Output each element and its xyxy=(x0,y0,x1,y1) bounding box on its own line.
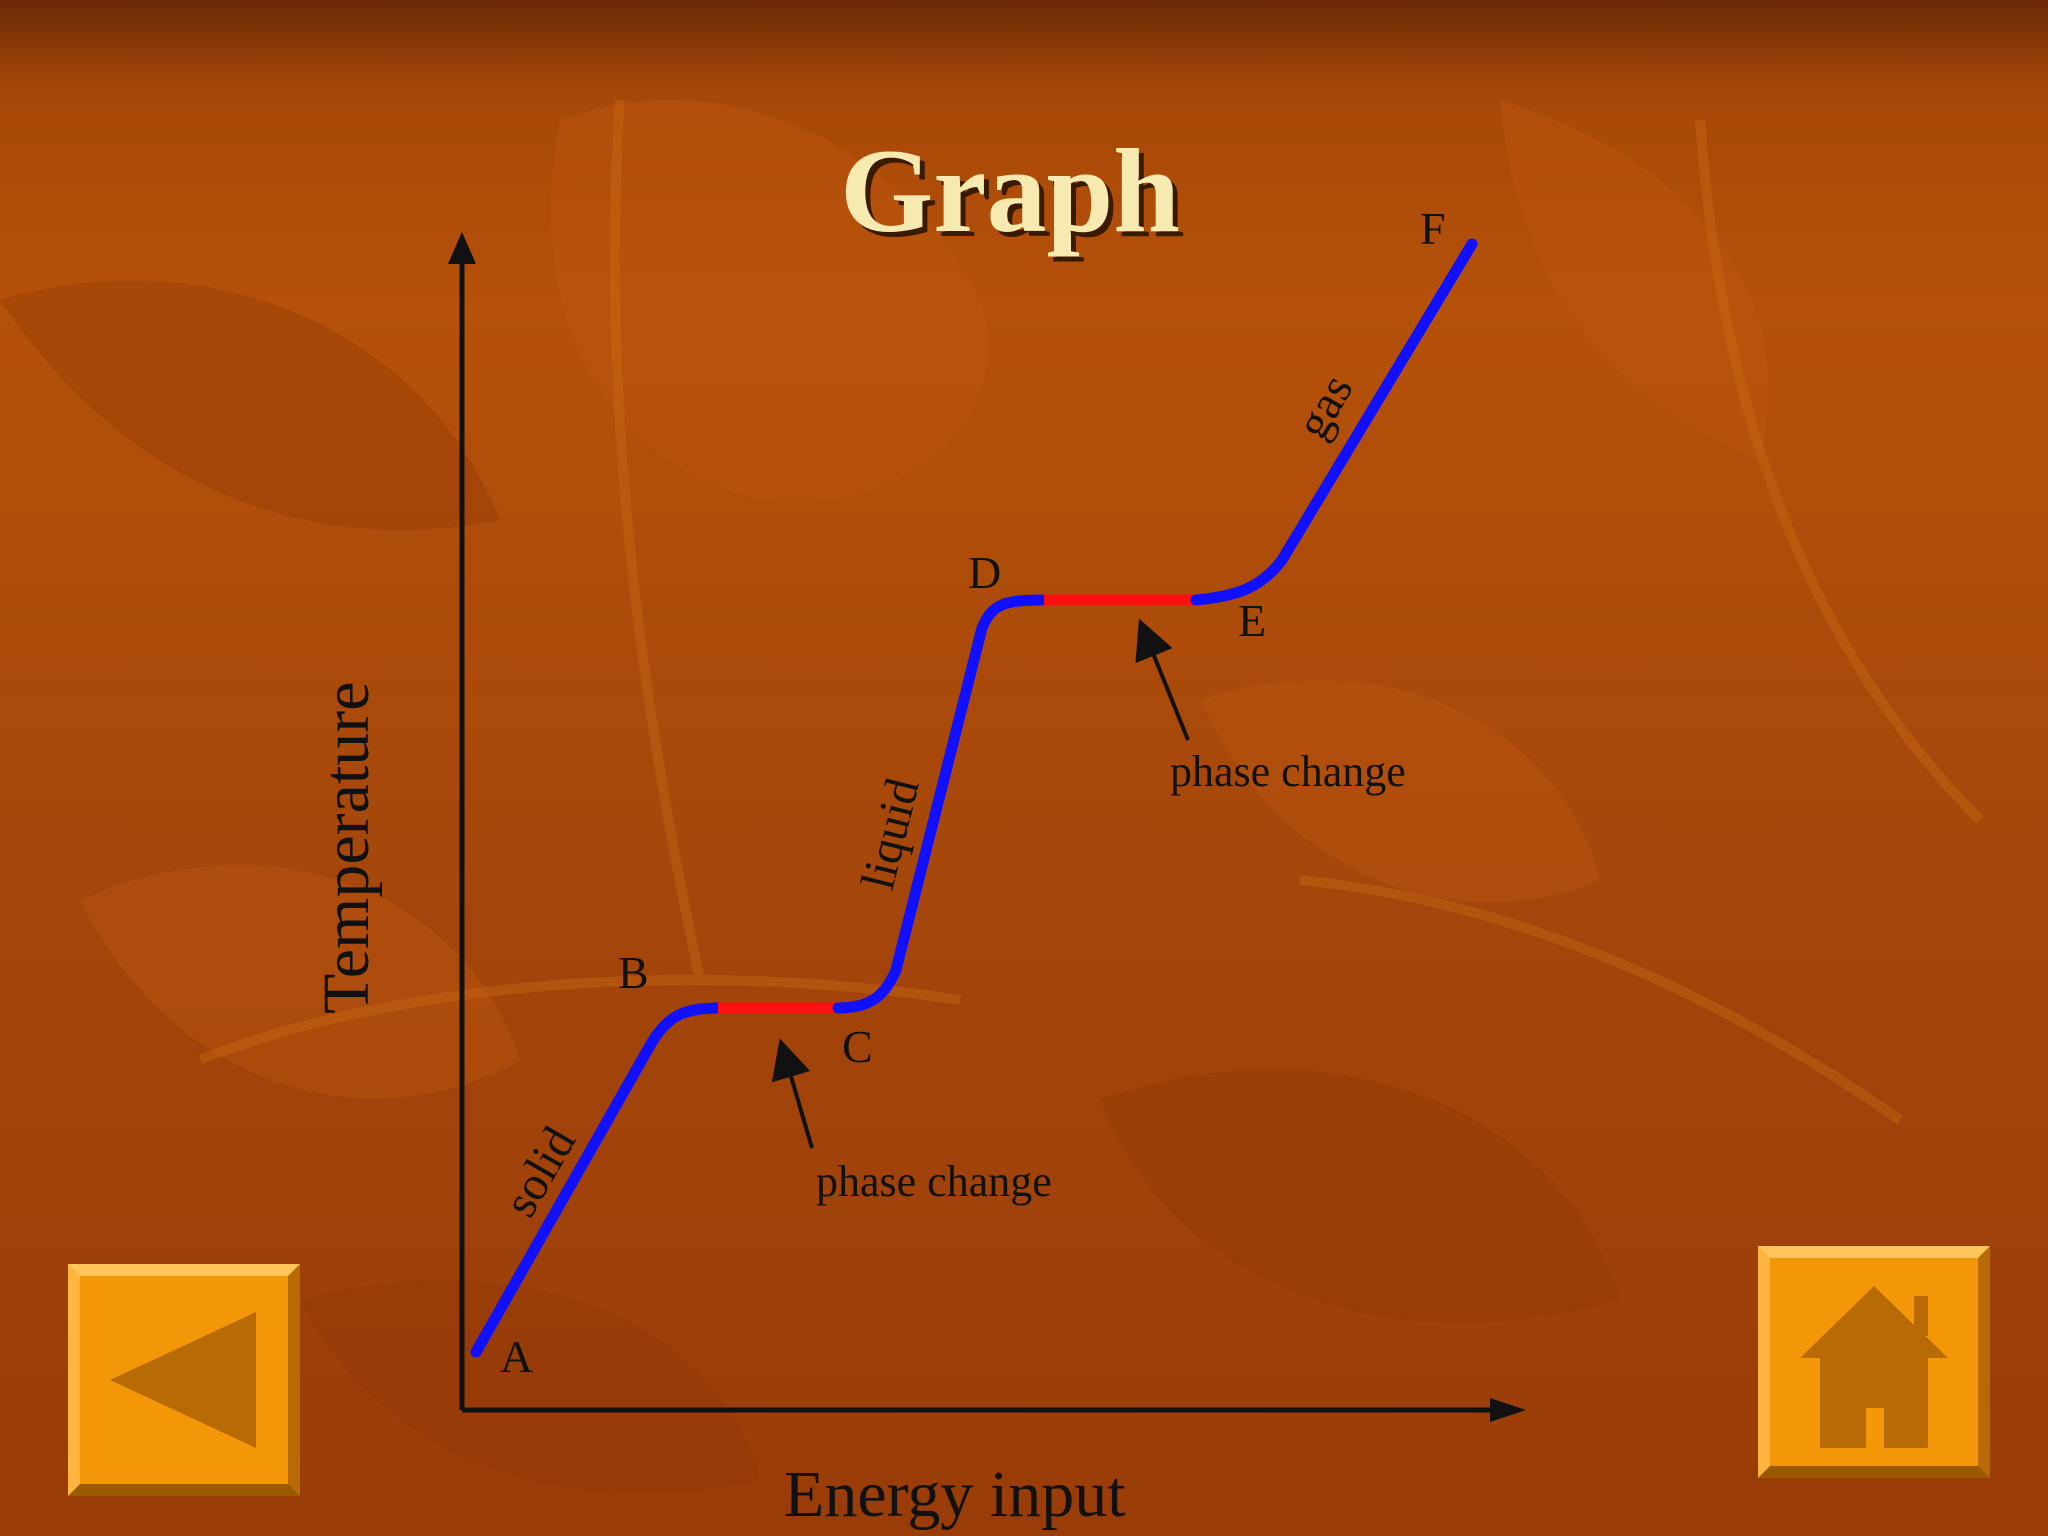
point-label-b: B xyxy=(618,947,649,998)
point-label-a: A xyxy=(500,1331,533,1382)
left-triangle-icon xyxy=(110,1312,256,1448)
point-label-d: D xyxy=(968,547,1001,598)
point-label-f: F xyxy=(1420,203,1446,254)
phase-change-arrow-2 xyxy=(1135,618,1190,741)
phase-change-label-2: phase change xyxy=(1170,747,1406,796)
home-icon xyxy=(1800,1286,1948,1448)
y-axis-arrowhead xyxy=(448,232,476,264)
point-label-e: E xyxy=(1238,595,1266,646)
x-axis-label: Energy input xyxy=(784,1458,1126,1531)
solid-segment xyxy=(470,1002,724,1358)
liquid-segment xyxy=(832,594,1050,1014)
x-axis-arrowhead xyxy=(1490,1398,1526,1422)
phase-change-arrow-1 xyxy=(771,1038,814,1149)
y-axis-label: Temperature xyxy=(310,681,383,1014)
home-button[interactable] xyxy=(1758,1246,1990,1478)
gas-segment xyxy=(1190,238,1478,606)
slide-title: Graph xyxy=(839,124,1181,257)
phase-change-label-1: phase change xyxy=(816,1157,1052,1206)
point-label-c: C xyxy=(842,1021,873,1072)
back-button[interactable] xyxy=(68,1264,300,1496)
